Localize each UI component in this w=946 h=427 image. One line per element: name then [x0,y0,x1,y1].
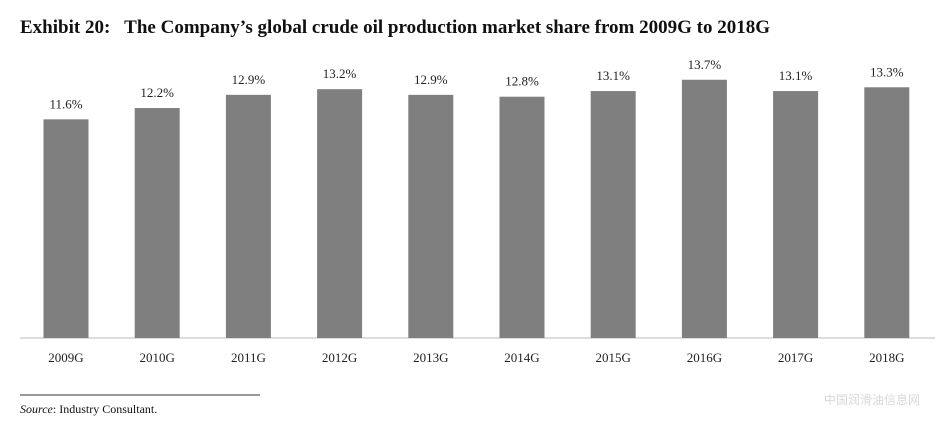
value-label: 13.7% [688,57,722,72]
x-tick-label: 2012G [322,350,357,365]
x-tick-label: 2010G [140,350,175,365]
x-tick-label: 2018G [869,350,904,365]
bar [317,89,363,339]
chart-title: Exhibit 20: The Company’s global crude o… [20,17,770,38]
source-text: : Industry Consultant. [53,402,157,416]
x-tick-label: 2017G [778,350,813,365]
x-tick-label: 2016G [687,350,722,365]
bar [408,94,454,339]
value-label: 13.3% [870,64,904,79]
bar [773,91,819,338]
value-label: 13.2% [323,66,357,81]
x-tick-label: 2013G [413,350,448,365]
watermark: 中国润滑油信息网 [824,392,920,407]
value-label: 12.9% [414,72,448,87]
x-tick-label: 2009G [48,350,83,365]
bar [499,96,545,338]
value-label: 12.8% [505,74,539,89]
value-label: 12.2% [140,85,174,100]
bar [225,94,271,339]
bar [134,108,180,338]
bar [590,91,636,338]
value-label: 13.1% [779,68,813,83]
x-tick-label: 2014G [504,350,539,365]
value-label: 11.6% [49,96,82,111]
source-label: Source [20,402,54,416]
x-tick-label: 2011G [231,350,266,365]
value-label: 13.1% [596,68,630,83]
x-tick-label: 2015G [596,350,631,365]
bar [681,79,727,338]
source: Source: Industry Consultant. [20,402,157,416]
value-label: 12.9% [232,72,266,87]
bar [864,87,910,338]
bar [43,119,89,338]
